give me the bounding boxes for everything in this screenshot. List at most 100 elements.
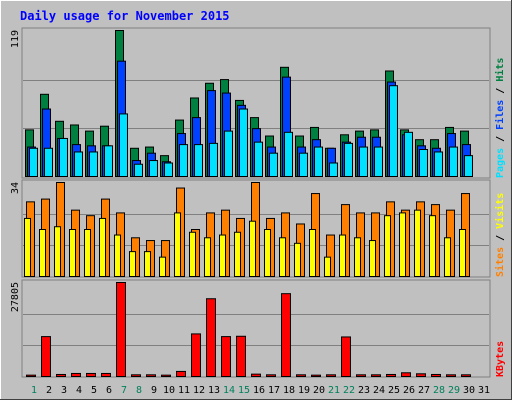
sites-bar-2: [39, 229, 46, 277]
pages-bar-3: [59, 137, 68, 177]
x-tick-label-13: 13: [208, 385, 220, 396]
sites-bar-20: [309, 229, 316, 277]
x-tick-label-24: 24: [373, 385, 385, 396]
pages-bar-5: [89, 151, 98, 178]
sites-bar-24: [369, 240, 376, 277]
panel-sites-visits: 34 Sites / Visits: [10, 179, 506, 278]
pages-bar-25: [389, 85, 398, 177]
x-tick-label-1: 1: [31, 385, 37, 396]
pages-bar-27: [419, 149, 428, 178]
sites-bar-6: [99, 217, 106, 277]
kbytes-bar-6: [101, 372, 111, 377]
pages-bar-10: [164, 162, 173, 177]
kbytes-bar-1: [26, 374, 36, 378]
legend-separator-2: /: [495, 82, 506, 100]
sites-bar-16: [249, 220, 256, 278]
sites-bar-4: [69, 229, 76, 277]
kbytes-bar-25: [386, 373, 396, 378]
kbytes-bar-19: [296, 374, 306, 378]
sites-bar-14: [219, 234, 226, 278]
pages-bar-29: [449, 146, 458, 178]
sites-bar-29: [444, 237, 451, 277]
pages-bar-21: [329, 162, 338, 177]
legend-kbytes: KBytes: [495, 341, 506, 377]
legend-pages: Pages: [495, 148, 506, 178]
sites-bar-21: [324, 256, 331, 278]
pages-bar-16: [254, 141, 263, 178]
pages-bar-26: [404, 131, 413, 178]
x-tick-label-9: 9: [151, 385, 157, 396]
kbytes-bar-26: [401, 372, 411, 378]
sites-bar-13: [204, 237, 211, 277]
x-tick-label-15: 15: [238, 385, 250, 396]
svg-text:Pages / Files / Hits: Pages / Files / Hits: [494, 58, 506, 178]
pages-bar-12: [194, 144, 203, 178]
panel-kbytes: 27805 KBytes: [10, 279, 506, 378]
x-axis-day-labels: 1 2 3 4 5 6 7 8 9 10 11 12 13 14 15 16 17 18 19 20 21 22 23 24 2…: [31, 385, 490, 396]
x-tick-label-28: 28: [433, 385, 445, 396]
pages-bar-1: [29, 147, 38, 177]
x-tick-label-12: 12: [193, 385, 205, 396]
hits-ymax-label: 119: [10, 30, 21, 48]
x-tick-label-11: 11: [178, 385, 190, 396]
kbytes-bar-3: [56, 373, 66, 378]
x-tick-label-25: 25: [388, 385, 400, 396]
kbytes-bar-14: [221, 336, 231, 377]
x-tick-label-7: 7: [121, 385, 127, 396]
sites-bar-9: [144, 251, 151, 277]
x-tick-label-29: 29: [448, 385, 460, 396]
sites-bar-8: [129, 251, 136, 277]
x-tick-label-19: 19: [298, 385, 310, 396]
sites-bar-12: [189, 231, 196, 278]
x-tick-label-21: 21: [328, 385, 340, 396]
pages-bar-2: [44, 147, 53, 177]
x-tick-label-31: 31: [478, 385, 490, 396]
sites-bar-23: [354, 237, 361, 277]
kbytes-bar-29: [446, 374, 456, 378]
kbytes-legend: KBytes: [495, 341, 506, 377]
sites-bar-30: [459, 229, 466, 277]
x-tick-label-10: 10: [163, 385, 175, 396]
kbytes-bar-15: [236, 335, 246, 378]
legend-separator-3: /: [495, 229, 506, 247]
pages-bar-30: [464, 155, 473, 177]
x-tick-label-27: 27: [418, 385, 430, 396]
kbytes-bar-9: [146, 374, 156, 378]
kbytes-ymax-label: 27805: [10, 282, 21, 312]
kbytes-bar-5: [86, 372, 96, 377]
sites-bar-15: [234, 231, 241, 278]
pages-bar-11: [179, 144, 188, 178]
pages-bar-15: [239, 108, 248, 177]
pages-bar-6: [104, 145, 113, 177]
panel-kbytes-grid: [23, 314, 489, 346]
kbytes-bar-30: [461, 374, 471, 378]
pages-bar-7: [119, 113, 128, 178]
svg-text:Sites / Visits: Sites / Visits: [494, 193, 506, 277]
pages-bar-19: [299, 152, 308, 177]
kbytes-bar-16: [251, 373, 261, 377]
kbytes-bar-18: [281, 293, 291, 377]
kbytes-bar-20: [311, 374, 321, 378]
x-tick-label-4: 4: [76, 385, 82, 396]
sites-bar-22: [339, 234, 346, 278]
sites-bar-27: [414, 209, 421, 278]
x-tick-label-2: 2: [46, 385, 52, 396]
sites-bar-18: [279, 237, 286, 277]
kbytes-bar-2: [41, 336, 51, 377]
panel-kbytes-frame: [21, 279, 491, 378]
sites-bar-26: [399, 212, 406, 277]
pages-bar-28: [434, 151, 443, 178]
kbytes-bar-11: [176, 370, 186, 377]
pages-bar-8: [134, 163, 143, 178]
x-tick-label-22: 22: [343, 385, 355, 396]
x-tick-label-18: 18: [283, 385, 295, 396]
pages-bar-24: [374, 146, 383, 178]
sites-bar-1: [24, 217, 31, 277]
pages-bar-9: [149, 160, 158, 177]
sites-bar-19: [294, 242, 301, 278]
x-tick-label-5: 5: [91, 385, 97, 396]
panel-hits-files-pages: 119 Pages / Files / Hits: [10, 27, 506, 179]
legend-hits: Hits: [494, 58, 506, 82]
kbytes-bar-17: [266, 374, 276, 378]
